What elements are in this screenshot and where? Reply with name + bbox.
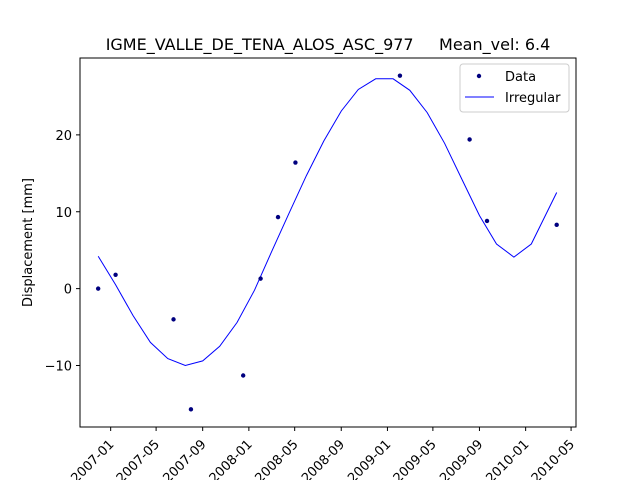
plot-frame (79, 57, 577, 428)
data-point (484, 218, 490, 224)
data-point (275, 214, 281, 220)
x-tick-label: 2009-01 (345, 437, 394, 480)
x-tick-label: 2008-01 (207, 437, 256, 480)
plot-area (95, 73, 559, 412)
x-tick-label: 2009-09 (437, 437, 486, 480)
chart-title: IGME_VALLE_DE_TENA_ALOS_ASC_977 Mean_vel… (106, 35, 551, 55)
y-axis-label: Displacement [mm] (21, 178, 36, 307)
x-tick-label: 2010-05 (529, 437, 578, 480)
legend-data-label: Data (505, 70, 536, 85)
y-tick-label: 0 (64, 283, 72, 298)
x-tick-label: 2008-09 (299, 437, 348, 480)
irregular-series-line (97, 78, 558, 367)
data-point (554, 222, 559, 228)
data-point (397, 73, 403, 78)
x-tick-label: 2007-01 (68, 437, 117, 480)
legend: Data Irregular (459, 63, 570, 113)
y-tick-label: −10 (45, 360, 72, 375)
x-tick-label: 2009-05 (391, 437, 440, 480)
legend-data-marker (476, 73, 482, 79)
data-point (258, 276, 263, 281)
data-point (95, 286, 101, 291)
data-point (188, 407, 194, 412)
data-point (293, 160, 298, 165)
x-tick-label: 2007-05 (114, 437, 163, 480)
data-point (240, 373, 246, 378)
x-axis-ticks: 2007-012007-052007-092008-012008-052008-… (68, 427, 578, 480)
data-point (467, 137, 472, 142)
y-axis-ticks: −10 0 10 20 (45, 129, 80, 375)
legend-box (459, 63, 570, 113)
y-tick-label: 20 (55, 129, 72, 144)
data-point (113, 272, 118, 277)
x-tick-label: 2010-01 (483, 437, 532, 480)
y-tick-label: 10 (55, 206, 72, 221)
x-tick-label: 2007-09 (160, 437, 209, 480)
data-point (171, 317, 176, 322)
legend-irregular-label: Irregular (505, 91, 561, 106)
x-tick-label: 2008-05 (252, 437, 301, 480)
